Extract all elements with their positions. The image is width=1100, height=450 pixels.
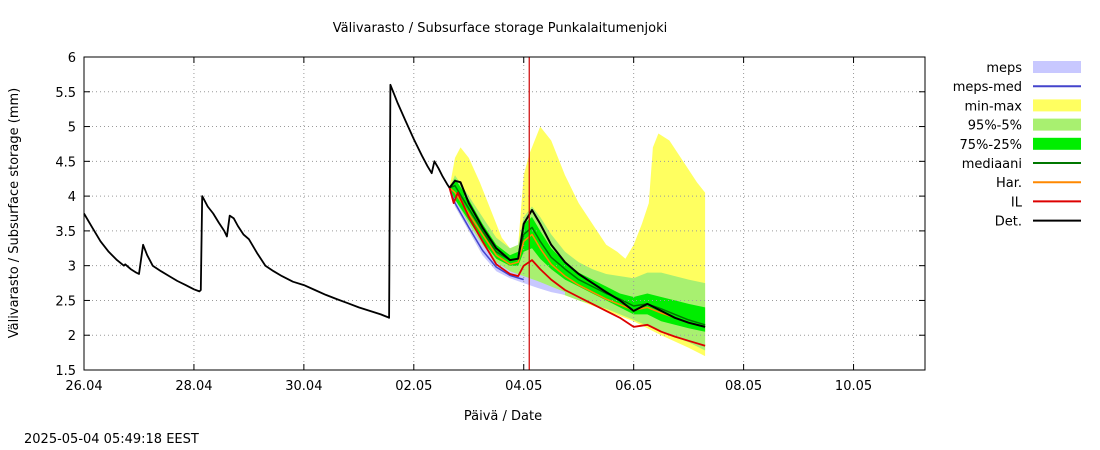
y-tick-label: 2.5	[55, 294, 76, 309]
legend-label-minmax: min-max	[964, 99, 1022, 114]
series-meps-med	[448, 187, 524, 281]
legend-label-il: IL	[1011, 195, 1023, 210]
legend-label-p95_5: 95%-5%	[968, 119, 1022, 134]
y-tick-label: 3	[68, 260, 76, 275]
x-tick-label: 28.04	[175, 379, 212, 394]
y-tick-label: 4	[68, 190, 76, 205]
chart-title: Välivarasto / Subsurface storage Punkala…	[333, 21, 667, 36]
y-tick-label: 5.5	[55, 86, 76, 101]
y-axis-ticks: 1.5 2 2.5 3 3.5 4 4.5 5 5.5 6	[55, 51, 925, 379]
x-tick-label: 04.05	[505, 379, 542, 394]
x-tick-label: 30.04	[285, 379, 322, 394]
x-tick-label: 02.05	[395, 379, 432, 394]
x-tick-label: 08.05	[725, 379, 762, 394]
chart-grid	[84, 57, 925, 370]
y-tick-label: 2	[68, 329, 76, 344]
y-tick-label: 4.5	[55, 155, 76, 170]
legend-label-p75_25: 75%-25%	[960, 138, 1022, 153]
legend-label-meps: meps	[986, 61, 1022, 76]
series-il	[448, 187, 706, 347]
y-axis-label: Välivarasto / Subsurface storage (mm)	[7, 88, 22, 338]
y-tick-label: 3.5	[55, 225, 76, 240]
series-observed	[83, 83, 451, 319]
series-har	[449, 187, 706, 328]
legend-label-meps_med: meps-med	[953, 80, 1022, 95]
timestamp: 2025-05-04 05:49:18 EEST	[24, 432, 199, 447]
legend-label-det: Det.	[995, 215, 1022, 230]
legend-swatch-meps	[1033, 61, 1081, 73]
legend-swatch-minmax	[1033, 99, 1081, 112]
x-tick-label: 26.04	[65, 379, 102, 394]
x-axis-ticks: 26.04 28.04 30.04 02.05 04.05 06.05 08.05 10.05	[65, 57, 872, 394]
y-tick-label: 6	[68, 51, 76, 66]
x-tick-label: 10.05	[835, 379, 872, 394]
y-tick-label: 5	[68, 121, 76, 136]
legend-swatch-p95_5	[1033, 118, 1081, 131]
legend: meps meps-med min-max 95%-5% 75%-25% mediaani…	[953, 61, 1081, 230]
legend-label-har: Har.	[996, 176, 1022, 191]
chart-lines	[83, 57, 706, 370]
x-tick-label: 06.05	[615, 379, 652, 394]
legend-label-median: mediaani	[962, 157, 1022, 172]
series-det	[448, 179, 706, 328]
y-tick-label: 1.5	[55, 364, 76, 379]
x-axis-label: Päivä / Date	[464, 409, 542, 424]
plot-frame	[83, 56, 926, 371]
legend-swatch-p75_25	[1033, 137, 1081, 150]
